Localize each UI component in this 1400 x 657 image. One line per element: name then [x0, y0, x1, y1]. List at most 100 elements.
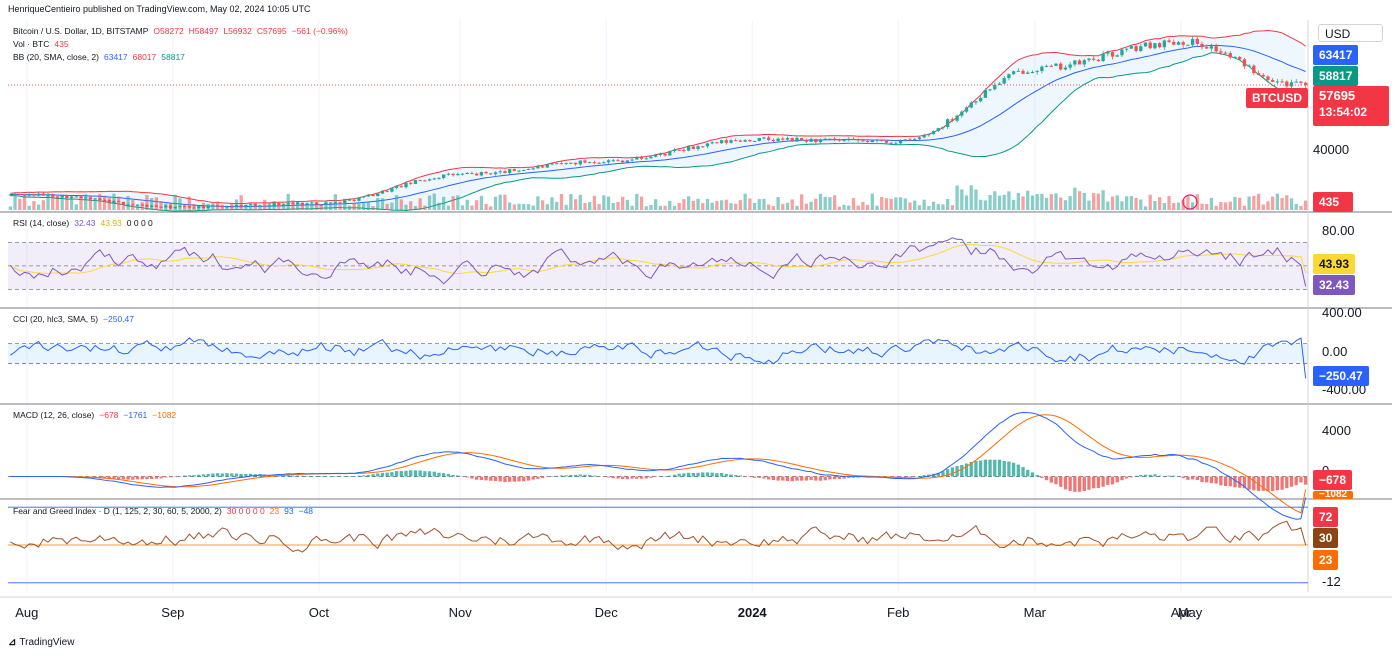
macd-hist-bar — [776, 476, 780, 481]
macd-legend[interactable]: MACD (12, 26, close) −678 −1761 −1082 — [13, 410, 181, 420]
candle-body — [686, 146, 691, 151]
candle-body — [244, 204, 248, 207]
volume-bar — [503, 194, 507, 210]
candle-body — [776, 138, 780, 141]
macd-hist-bar — [978, 460, 983, 477]
macd-hist-bar — [215, 473, 220, 477]
candle-body — [658, 153, 663, 156]
candle-body — [13, 194, 17, 196]
macd-hist-bar — [437, 472, 441, 477]
volume-bar — [842, 204, 846, 210]
candle-body — [197, 206, 201, 209]
rsi-legend[interactable]: RSI (14, close) 32.43 43.93 0 0 0 0 — [13, 218, 158, 228]
candle-body — [964, 107, 969, 112]
macd-hist-bar — [159, 476, 163, 479]
macd-hist-bar — [988, 459, 992, 477]
macd-hist-bar — [1106, 476, 1110, 485]
volume-bar — [776, 197, 780, 210]
volume-bar — [559, 193, 564, 210]
macd-hist-bar — [1176, 476, 1181, 477]
volume-bar — [752, 203, 757, 210]
candle-body — [1021, 70, 1025, 74]
candle-body — [696, 146, 700, 149]
macd-hist-bar — [465, 476, 469, 478]
macd-hist-bar — [413, 470, 418, 477]
volume-bar — [1289, 198, 1294, 210]
volume-price-label: 435 — [1313, 192, 1353, 212]
candle-body — [376, 193, 380, 197]
candle-body — [922, 135, 926, 138]
candle-body — [691, 146, 695, 149]
volume-bar — [880, 197, 884, 210]
volume-bar — [126, 196, 130, 210]
candle-body — [785, 138, 790, 140]
volume-bar — [1030, 195, 1035, 210]
candle-body — [1167, 40, 1171, 42]
volume-bar — [851, 198, 856, 210]
candle-body — [526, 168, 531, 170]
macd-hist-bar — [832, 476, 837, 480]
volume-legend[interactable]: Vol · BTC 435 — [13, 39, 74, 49]
volume-bar — [710, 202, 714, 210]
volume-bar — [173, 194, 177, 210]
macd-hist-bar — [771, 476, 776, 481]
cci-legend[interactable]: CCI (20, hlc3, SMA, 5) −250.47 — [13, 314, 139, 324]
volume-bar — [60, 195, 64, 210]
last-price-label: 57695 13:54:02 — [1313, 86, 1389, 126]
candle-body — [1205, 47, 1209, 49]
currency-selector[interactable]: USD — [1318, 24, 1383, 42]
macd-hist-bar — [818, 476, 823, 481]
volume-bar — [253, 205, 257, 210]
x-tick-label: Mar — [1024, 605, 1047, 620]
macd-hist-bar — [418, 470, 422, 477]
macd-hist-bar — [1026, 469, 1030, 477]
candle-body — [1096, 59, 1101, 62]
fg-93: 93 — [284, 506, 294, 516]
candle-body — [752, 140, 757, 142]
macd-hist-bar — [696, 472, 700, 477]
volume-bar — [145, 195, 149, 210]
macd-hist-bar — [376, 473, 380, 477]
candle-body — [1143, 42, 1148, 47]
volume-bar — [856, 205, 860, 210]
candle-body — [719, 140, 724, 144]
volume-bar — [1294, 203, 1298, 210]
price-legend[interactable]: Bitcoin / U.S. Dollar, 1D, BITSTAMP O5827… — [13, 26, 353, 36]
fg-legend[interactable]: Fear and Greed Index · D (1, 125, 2, 30,… — [13, 506, 318, 516]
candle-body — [512, 169, 516, 171]
macd-hist-bar — [117, 476, 121, 480]
candle-body — [479, 172, 484, 176]
volume-bar — [894, 197, 898, 210]
volume-bar — [790, 199, 794, 210]
candle-body — [1271, 79, 1275, 82]
macd-hist-bar — [131, 476, 135, 480]
candle-body — [1129, 46, 1134, 49]
bb-legend[interactable]: BB (20, SMA, close, 2) 63417 68017 58817 — [13, 52, 190, 62]
candle-body — [903, 139, 907, 142]
volume-bar — [865, 204, 870, 210]
macd-hist-bar — [715, 473, 719, 477]
volume-bar — [65, 199, 69, 210]
candle-body — [668, 151, 672, 156]
volume-bar — [936, 204, 940, 210]
candle-body — [423, 180, 427, 182]
macd-hist-bar — [1162, 476, 1166, 477]
volume-bar — [672, 205, 677, 210]
macd-hist-bar — [1002, 460, 1006, 477]
macd-hist-bar — [1129, 476, 1134, 478]
candle-body — [46, 194, 50, 196]
macd-hist-bar — [164, 476, 168, 478]
volume-bar — [588, 202, 592, 210]
candle-body — [234, 205, 239, 207]
tradingview-logo[interactable]: ⊿ TradingView — [8, 637, 74, 648]
candle-body — [159, 206, 163, 208]
volume-bar — [1073, 187, 1077, 210]
candle-body — [564, 162, 568, 164]
volume-bar — [800, 194, 804, 210]
candle-body — [743, 140, 747, 142]
macd-hist-bar — [150, 476, 154, 479]
candle-body — [1261, 74, 1265, 77]
volume-bar — [178, 198, 182, 210]
macd-hist-bar — [686, 472, 691, 477]
macd-hist-bar — [842, 476, 846, 479]
